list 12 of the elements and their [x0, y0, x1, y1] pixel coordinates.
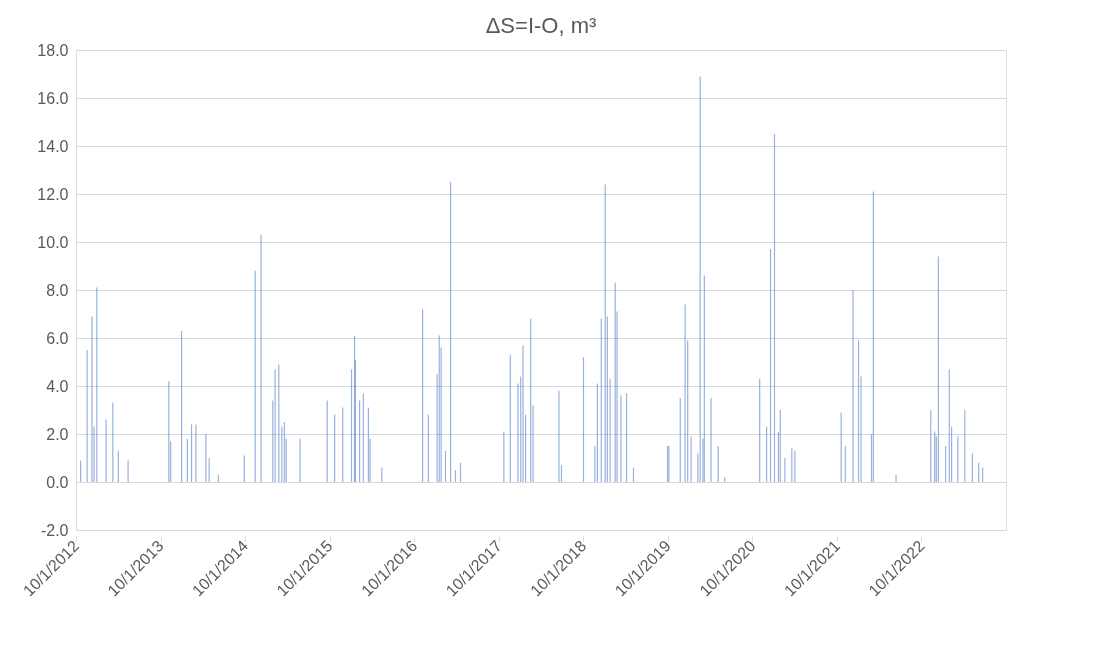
y-tick-label: 0.0	[46, 473, 69, 491]
y-tick-label: 8.0	[46, 281, 69, 299]
y-tick-label: 18.0	[37, 41, 69, 59]
y-tick-label: 4.0	[46, 377, 69, 395]
y-tick-label: 12.0	[37, 185, 69, 203]
y-tick-label: 2.0	[46, 425, 69, 443]
y-tick-label: 16.0	[37, 89, 69, 107]
chart-title: ΔS=I-O, m³	[485, 13, 597, 38]
y-tick-label: 10.0	[37, 233, 69, 251]
y-tick-label: 6.0	[46, 329, 69, 347]
y-tick-label: 14.0	[37, 137, 69, 155]
y-tick-label: -2.0	[40, 521, 69, 539]
